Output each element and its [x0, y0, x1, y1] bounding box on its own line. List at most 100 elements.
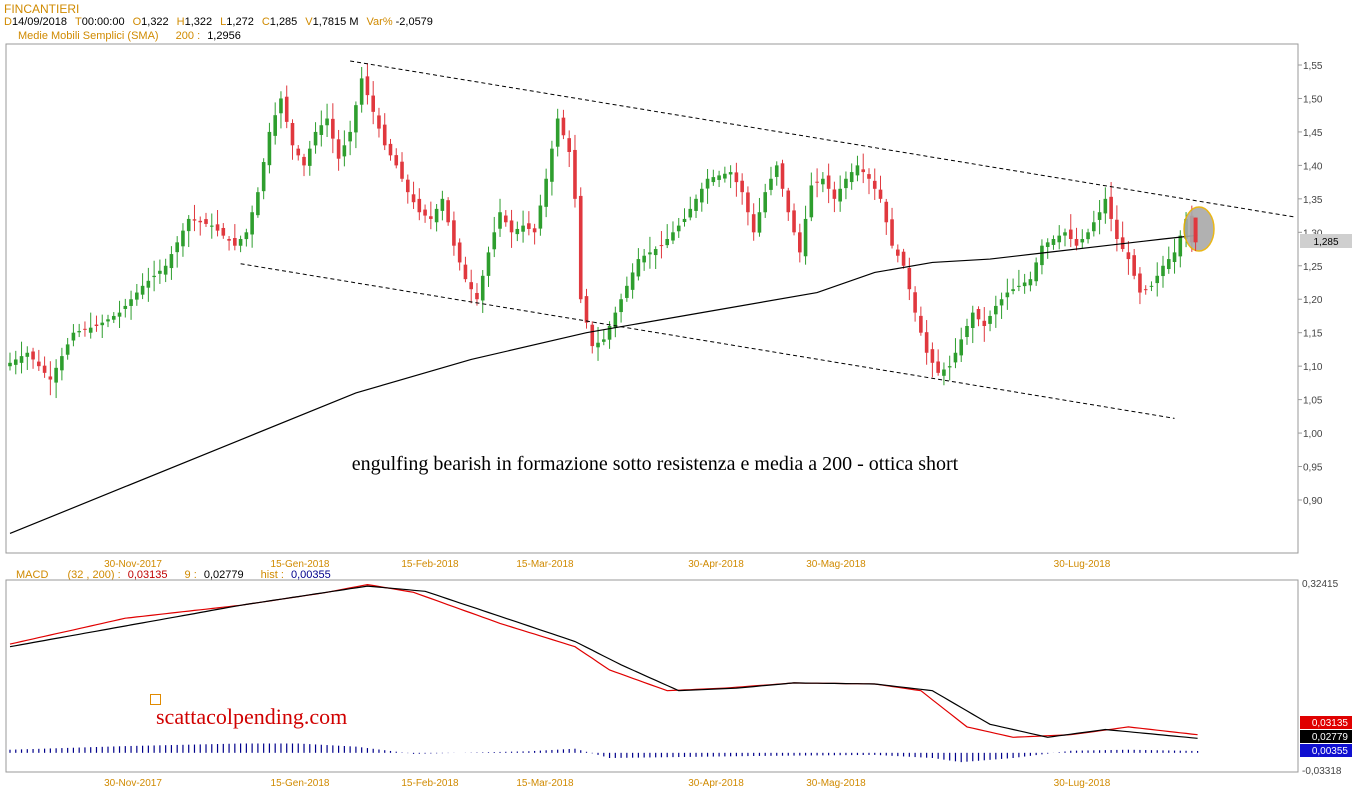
candle-body	[901, 251, 906, 266]
candle-body	[544, 178, 548, 207]
ohlc-key-4: L	[220, 16, 227, 28]
candle-body	[13, 359, 18, 365]
price-xtick-label: 15-Mar-2018	[516, 559, 574, 570]
candle-body	[665, 239, 670, 246]
candle-body	[907, 267, 912, 290]
candle-body	[256, 192, 260, 216]
candle-body	[25, 352, 30, 357]
candle-body	[1034, 262, 1038, 282]
sma-period: 200 :	[175, 30, 201, 42]
candle-body	[198, 220, 203, 223]
candle-body	[175, 242, 179, 253]
candle-body	[279, 98, 283, 114]
candle-body	[48, 376, 53, 380]
macd-xtick-label: 30-Nov-2017	[104, 778, 162, 789]
candle-body	[204, 219, 208, 224]
candle-body	[169, 254, 174, 269]
candle-body	[982, 320, 987, 326]
candle-body	[861, 169, 866, 173]
candle-body	[83, 328, 87, 330]
candle-body	[855, 165, 860, 176]
candle-body	[590, 324, 595, 347]
candle-body	[1132, 255, 1136, 276]
candle-body	[336, 139, 341, 159]
candle-body	[221, 227, 226, 236]
candle-body	[111, 315, 116, 320]
candle-body	[1178, 235, 1183, 257]
candle-body	[388, 143, 393, 156]
watermark-icon	[150, 694, 161, 705]
candle-body	[803, 218, 808, 257]
candle-body	[999, 299, 1004, 306]
macd-plot-frame	[5, 579, 1299, 773]
candle-body	[942, 369, 946, 376]
candle-body	[250, 212, 254, 235]
candle-body	[129, 299, 133, 306]
price-ytick-label: 0,90	[1303, 496, 1323, 507]
candle-body	[1138, 273, 1142, 293]
candle-body	[1022, 282, 1027, 287]
sma-readout: Medie Mobili Semplici (SMA) 200 : 1,2956	[18, 30, 241, 42]
candle-body	[751, 214, 756, 233]
sma200-line	[9, 234, 1198, 535]
macd-xtick-label: 15-Mar-2018	[516, 778, 574, 789]
candle-body	[596, 342, 600, 348]
candle-body	[146, 280, 151, 288]
candle-body	[394, 155, 399, 166]
candle-body	[671, 232, 675, 241]
candle-body	[486, 252, 491, 276]
candle-body	[774, 165, 779, 177]
candle-body	[60, 356, 64, 371]
candle-body	[924, 332, 929, 353]
candle-body	[71, 332, 76, 341]
hist-value: 0,00355	[290, 569, 331, 581]
candle-body	[446, 200, 450, 223]
candle-body	[988, 315, 992, 324]
candle-body	[19, 356, 24, 363]
candle-body	[578, 195, 583, 300]
candle-body	[947, 366, 952, 368]
macd-label: MACD	[16, 569, 49, 581]
candle-body	[186, 218, 191, 232]
candle-body	[636, 259, 641, 277]
candle-body	[896, 249, 900, 256]
candle-body	[567, 138, 572, 152]
candle-body	[769, 178, 773, 190]
candle-body	[648, 252, 652, 255]
candle-body	[1040, 245, 1044, 266]
candle-body	[930, 349, 935, 363]
candle-body	[821, 178, 825, 185]
candle-body	[809, 185, 814, 218]
candle-body	[844, 178, 848, 189]
candle-body	[158, 270, 162, 274]
hist-label: hist :	[260, 569, 284, 581]
price-xtick-label: 30-Apr-2018	[688, 559, 744, 570]
macd-xtick-label: 30-Mag-2018	[806, 778, 866, 789]
candle-body	[163, 265, 168, 275]
macd-ytick-top: 0,32415	[1302, 579, 1339, 590]
candle-body	[400, 161, 404, 179]
candle-body	[273, 115, 277, 136]
candle-body	[307, 148, 312, 166]
price-xtick-label: 30-Lug-2018	[1054, 559, 1111, 570]
candle-body	[936, 361, 940, 373]
candle-body	[135, 292, 139, 300]
candle-body	[140, 285, 145, 295]
ohlc-key-3: H	[176, 16, 185, 28]
candle-body	[192, 219, 197, 221]
candle-body	[319, 125, 324, 135]
candle-body	[1143, 289, 1148, 291]
candle-body	[965, 326, 969, 337]
candle-body	[561, 117, 566, 136]
candle-body	[261, 162, 266, 192]
candle-body	[325, 118, 329, 126]
candle-body	[238, 239, 243, 246]
candle-body	[371, 95, 375, 112]
candle-body	[550, 148, 554, 182]
candle-body	[152, 275, 156, 278]
candle-body	[215, 224, 220, 231]
candle-body	[780, 163, 785, 189]
candle-body	[302, 156, 306, 166]
candle-body	[694, 198, 698, 211]
candle-body	[659, 245, 664, 247]
